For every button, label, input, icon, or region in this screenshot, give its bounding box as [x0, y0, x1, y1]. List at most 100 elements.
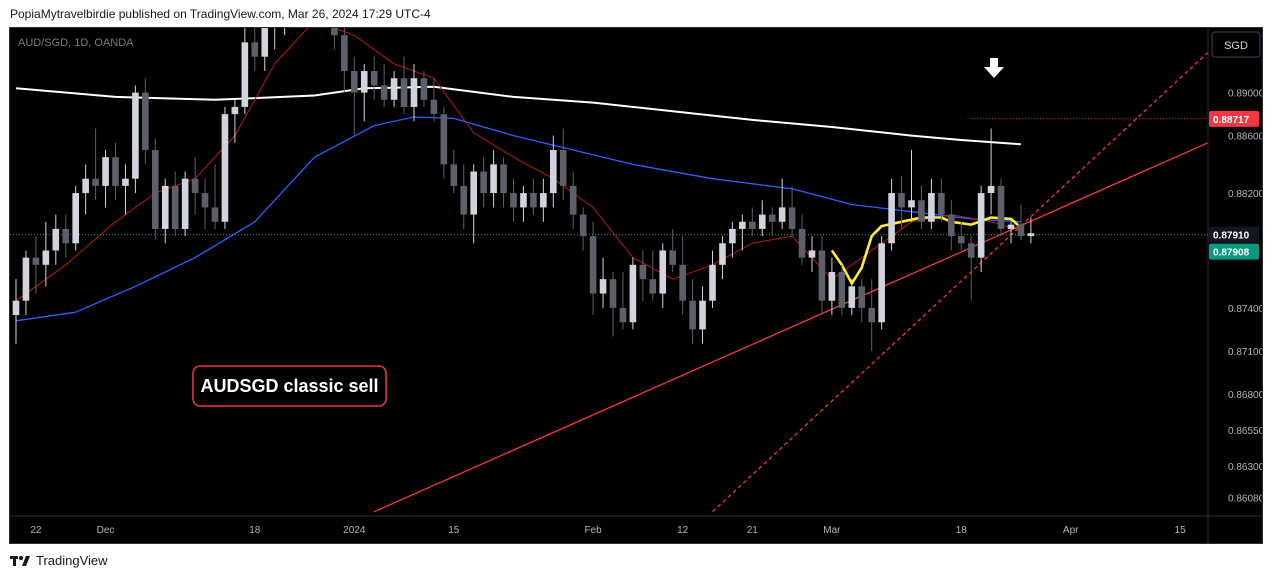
- candle-body: [1007, 224, 1015, 229]
- chart-canvas[interactable]: 0.88717 0.87910 0.87908 0.86080 0.86300 0.86…: [10, 28, 1262, 543]
- price-tick-label: 0.86550: [1228, 426, 1262, 437]
- candle-body: [639, 264, 647, 280]
- candle-body: [82, 178, 89, 194]
- candle-body: [530, 193, 537, 208]
- price-tick-label: 0.87400: [1228, 304, 1262, 315]
- time-tick-label: Feb: [584, 525, 602, 536]
- candle-body: [62, 228, 70, 244]
- candle-body: [132, 92, 139, 179]
- candle-body: [231, 106, 239, 115]
- candle-body: [400, 78, 408, 107]
- candle-body: [430, 99, 438, 115]
- candle-body: [579, 214, 587, 237]
- candle-body: [649, 279, 657, 294]
- candle-body: [470, 171, 477, 215]
- time-tick-label: 18: [249, 525, 261, 536]
- candle-body: [241, 42, 249, 107]
- candle-body: [768, 214, 776, 222]
- candle-body: [778, 207, 786, 222]
- candle-body: [957, 236, 965, 244]
- candle-body: [1017, 224, 1025, 237]
- candle-body: [112, 157, 119, 186]
- candle-body: [719, 243, 726, 265]
- candle-body: [838, 272, 846, 308]
- candle-body: [559, 150, 567, 186]
- candle-body: [221, 114, 229, 222]
- candle-body: [758, 214, 766, 229]
- candle-body: [808, 250, 816, 258]
- currency-button-label: SGD: [1224, 40, 1248, 52]
- price-tag: 0.88717: [1209, 110, 1259, 127]
- footer: TradingView: [10, 553, 108, 568]
- candle-body: [72, 193, 79, 244]
- candle-body: [510, 193, 517, 208]
- candle-body: [370, 71, 378, 86]
- candle-body: [948, 214, 955, 237]
- time-tick-label: 15: [448, 525, 460, 536]
- candle-body: [351, 71, 358, 93]
- chart-frame[interactable]: 0.88717 0.87910 0.87908 0.86080 0.86300 0.86…: [9, 27, 1263, 544]
- candle-body: [380, 85, 388, 100]
- ma-blue-line: [15, 116, 1021, 322]
- annotation-text: AUDSGD classic sell: [200, 376, 378, 396]
- candle-body: [460, 185, 468, 215]
- candle-body: [918, 200, 925, 222]
- candle-body: [171, 185, 179, 229]
- ma-yellow-line: [830, 216, 1022, 285]
- candle-body: [997, 185, 1005, 229]
- candle-body: [480, 171, 487, 194]
- annotation-box[interactable]: AUDSGD classic sell: [192, 365, 387, 407]
- candle-body: [928, 193, 935, 222]
- price-tag-label: 0.87908: [1213, 248, 1250, 259]
- candle-body: [898, 193, 905, 208]
- currency-button[interactable]: SGD: [1211, 31, 1261, 58]
- candle-body: [619, 307, 627, 323]
- price-tag: 0.87908: [1209, 243, 1259, 260]
- time-tick-label: Mar: [823, 525, 841, 536]
- candle-body: [848, 286, 856, 308]
- time-tick-label: Apr: [1063, 525, 1079, 536]
- candle-body: [629, 264, 637, 323]
- price-tick-label: 0.86300: [1228, 462, 1262, 473]
- candle-body: [749, 221, 756, 229]
- tradingview-logo-icon: [10, 555, 30, 566]
- candle-body: [152, 150, 159, 229]
- candle-body: [520, 193, 527, 208]
- trend-support-red-line: [373, 142, 1209, 513]
- time-tick-label: 22: [30, 525, 42, 536]
- time-tick-label: 2024: [343, 525, 366, 536]
- candle-body: [181, 178, 189, 229]
- candle-body: [679, 264, 686, 301]
- candle-body: [798, 228, 806, 258]
- candle-body: [122, 178, 129, 186]
- candle-body: [142, 92, 149, 150]
- candle-body: [569, 185, 577, 215]
- time-tick-label: Dec: [97, 525, 115, 536]
- candle-body: [938, 193, 945, 215]
- ma-white-line: [15, 85, 1021, 146]
- candle-body: [609, 279, 617, 308]
- candle-body: [32, 257, 40, 265]
- candle-body: [52, 228, 60, 251]
- time-tick-label: 12: [677, 525, 689, 536]
- candle-body: [331, 28, 338, 36]
- ma-red-line: [15, 28, 1022, 302]
- candle-body: [599, 279, 607, 294]
- candle-body: [251, 42, 259, 57]
- candle-body: [689, 300, 696, 330]
- candle-body: [739, 221, 746, 229]
- candle-body: [908, 200, 915, 208]
- trend-steep-dashed-line: [712, 51, 1209, 513]
- time-tick-label: 18: [956, 525, 968, 536]
- candle-body: [818, 250, 826, 301]
- candle-body: [161, 185, 169, 229]
- candle-body: [12, 300, 20, 316]
- candle-body: [450, 164, 458, 186]
- candle-body: [709, 264, 716, 301]
- candle-body: [42, 250, 50, 265]
- candle-body: [669, 250, 676, 265]
- candle-body: [92, 178, 99, 186]
- price-tag-label: 0.88717: [1213, 115, 1250, 126]
- candle-body: [987, 185, 995, 194]
- candle-body: [729, 228, 736, 244]
